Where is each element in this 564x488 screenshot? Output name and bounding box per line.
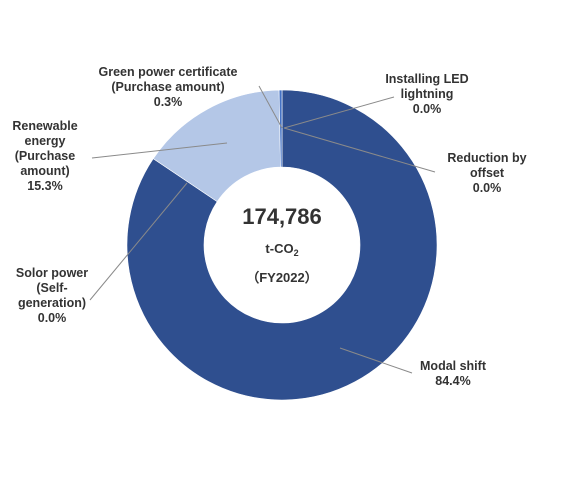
slice-value-label: 0.0%: [38, 311, 67, 325]
slice-name-line: amount): [20, 164, 69, 178]
slice-name-line: energy: [25, 134, 66, 148]
slice-name-line: Green power certificate: [99, 65, 238, 79]
slice-label-1: Reduction by offset 0.0%: [447, 151, 526, 195]
slice-value-label: 15.3%: [27, 179, 62, 193]
leader-lines-group: [89, 85, 436, 374]
slice-name-line: (Purchase: [15, 149, 75, 163]
slice-name-line: (Purchase amount): [111, 80, 224, 94]
slice-name-line: generation): [18, 296, 86, 310]
slice-name-line: lightning: [401, 87, 454, 101]
slice-name-line: Solor power: [16, 266, 88, 280]
slice-name-line: Modal shift: [420, 359, 487, 373]
slice-name-line: offset: [470, 166, 505, 180]
slice-label-3: Solor power (Self-generation) 0.0%: [16, 266, 88, 325]
slices-group: [126, 89, 438, 401]
leader-line-2: [339, 347, 413, 374]
leader-line-5: [258, 85, 283, 129]
leader-line-0: [283, 96, 395, 129]
center-unit-base: t-CO: [265, 241, 293, 256]
labels-group: Installing LED lightning 0.0%Reduction by o…: [12, 65, 526, 388]
slice-name-line: Renewable: [12, 119, 77, 133]
slice-value-label: 84.4%: [435, 374, 470, 388]
slice-2: [126, 89, 438, 401]
slice-value-label: 0.0%: [473, 181, 502, 195]
slice-label-0: Installing LED lightning 0.0%: [385, 72, 468, 116]
center-label: 174,786 t-CO2 （FY2022）: [242, 204, 322, 285]
slice-5: [278, 89, 283, 168]
slice-label-2: Modal shift 84.4%: [420, 359, 487, 388]
center-period: （FY2022）: [246, 270, 318, 285]
center-unit-sub: 2: [294, 248, 299, 258]
leader-line-3: [89, 182, 188, 301]
slice-name-line: Installing LED: [385, 72, 468, 86]
slice-value-label: 0.0%: [413, 102, 442, 116]
slice-label-5: Green power certificate (Purchase amount)…: [99, 65, 238, 109]
center-total: 174,786: [242, 204, 322, 229]
slice-label-4: Renewable energy (Purchase amount) 15.3%: [12, 119, 77, 193]
center-unit: t-CO2: [265, 241, 298, 258]
slice-name-line: Reduction by: [447, 151, 526, 165]
leader-line-4: [91, 142, 228, 159]
leader-line-1: [283, 127, 436, 173]
slice-name-line: (Self-: [36, 281, 67, 295]
slice-value-label: 0.3%: [154, 95, 183, 109]
